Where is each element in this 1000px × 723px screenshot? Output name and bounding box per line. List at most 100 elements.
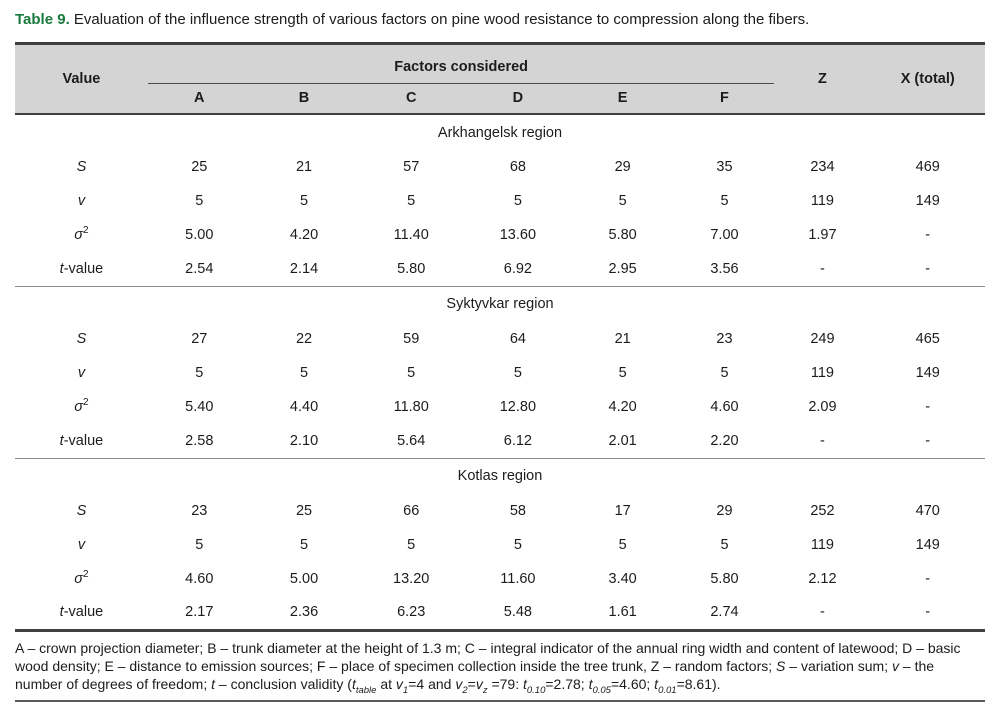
table-row: σ2 5.40 4.40 11.80 12.80 4.20 4.60 2.09 - (15, 390, 985, 424)
value-cell: 29 (614, 159, 631, 175)
value-cell: 5.80 (357, 252, 466, 287)
value-cell: 27 (191, 331, 208, 347)
value-cell: 21 (295, 159, 313, 175)
value-cell: 5.80 (608, 227, 637, 243)
col-header-factor-a: A (147, 83, 251, 115)
value-cell: - (925, 571, 931, 587)
table-caption-label: Table 9. (15, 11, 70, 28)
row-label: S (76, 159, 87, 175)
value-cell: 5 (195, 537, 204, 553)
table-row: v 5 5 5 5 5 5 119 149 (15, 356, 985, 390)
table-row: t-value 2.54 2.14 5.80 6.92 2.95 3.56- - (15, 252, 985, 287)
table-body: Arkhangelsk region S 25 21 57 68 29 35 234 469 v 5 5… (15, 114, 985, 632)
value-cell: 2.74 (674, 596, 775, 632)
value-cell: 57 (403, 159, 420, 175)
value-cell: 1.61 (570, 596, 675, 632)
value-cell: 11.40 (393, 227, 429, 243)
value-cell: 4.60 (710, 399, 739, 415)
value-cell: 25 (191, 159, 208, 175)
value-cell: 5 (513, 537, 522, 553)
region-row: Syktyvkar region (15, 286, 985, 322)
value-cell: - (925, 227, 931, 243)
value-cell: 23 (716, 331, 733, 347)
value-cell: 5.64 (357, 424, 466, 459)
value-cell: 5 (513, 365, 522, 381)
row-label: t-value (15, 424, 148, 459)
value-cell: 149 (915, 193, 940, 209)
value-cell: 470 (915, 503, 940, 519)
value-cell: 5 (513, 193, 522, 209)
region-row: Arkhangelsk region (15, 114, 985, 150)
value-cell: 22 (295, 331, 313, 347)
value-cell: 5 (720, 537, 729, 553)
value-cell: - (925, 399, 931, 415)
value-cell: 21 (614, 331, 631, 347)
value-cell: 13.60 (499, 227, 537, 243)
table-row: S 27 22 59 64 21 23 249 465 (15, 322, 985, 356)
value-cell: 5.00 (185, 227, 214, 243)
row-label: σ2 (74, 569, 89, 587)
col-header-factor-b: B (250, 83, 358, 115)
value-cell: 2.58 (147, 424, 251, 459)
col-header-value: Value (15, 43, 148, 115)
table-row: t-value 2.58 2.10 5.64 6.12 2.01 2.20- - (15, 424, 985, 459)
value-cell: 7.00 (710, 227, 739, 243)
table-row: σ2 4.60 5.00 13.20 11.60 3.40 5.80 2.12 - (15, 562, 985, 596)
value-cell: 4.40 (289, 399, 319, 415)
value-cell: 3.56 (674, 252, 775, 287)
value-cell: 119 (810, 537, 834, 553)
value-cell: 249 (810, 331, 835, 347)
value-cell: 6.23 (357, 596, 466, 632)
value-cell: 29 (716, 503, 733, 519)
value-cell: 3.40 (608, 571, 637, 587)
value-cell: 5.00 (289, 571, 319, 587)
value-cell: 5 (407, 537, 416, 553)
value-cell: 2.14 (250, 252, 358, 287)
value-cell: 5 (407, 365, 416, 381)
value-cell: - (870, 252, 985, 287)
bottom-rule (15, 699, 985, 702)
value-cell: 4.60 (185, 571, 214, 587)
value-cell: 5.48 (465, 596, 571, 632)
value-cell: 2.09 (808, 399, 837, 415)
value-cell: 11.60 (500, 571, 536, 587)
value-cell: 5 (618, 365, 627, 381)
value-cell: 11.80 (393, 399, 429, 415)
value-cell: - (870, 596, 985, 632)
table-caption-text: Evaluation of the influence strength of … (69, 11, 810, 28)
value-cell: 119 (810, 193, 834, 209)
region-title: Syktyvkar region (446, 296, 554, 313)
value-cell: 4.20 (608, 399, 637, 415)
value-cell: 4.20 (289, 227, 319, 243)
value-cell: 68 (509, 159, 526, 175)
value-cell: 12.80 (499, 399, 537, 415)
value-cell: 252 (810, 503, 835, 519)
value-cell: 149 (915, 365, 940, 381)
table-row: v 5 5 5 5 5 5 119 149 (15, 184, 985, 218)
value-cell: 234 (810, 159, 835, 175)
value-cell: 2.10 (250, 424, 358, 459)
region-title: Kotlas region (457, 468, 543, 485)
document-page: Table 9. Evaluation of the influence str… (15, 11, 985, 702)
value-cell: 5 (407, 193, 416, 209)
value-cell: 2.54 (147, 252, 251, 287)
value-cell: 66 (403, 503, 420, 519)
value-cell: 2.01 (570, 424, 675, 459)
value-cell: 13.20 (393, 571, 430, 587)
value-cell: 2.12 (808, 571, 837, 587)
table-row: S 23 25 66 58 17 29 252 470 (15, 494, 985, 528)
table-footnote: A – crown projection diameter; B – trunk… (15, 639, 961, 697)
col-header-factor-d: D (465, 83, 571, 115)
value-cell: 5 (720, 193, 729, 209)
value-cell: 5.80 (710, 571, 739, 587)
col-header-factor-e: E (570, 83, 675, 115)
value-cell: 58 (509, 503, 526, 519)
region-row: Kotlas region (15, 458, 985, 494)
value-cell: 5 (195, 193, 204, 209)
value-cell: - (870, 424, 985, 459)
value-cell: 35 (716, 159, 733, 175)
value-cell: 2.20 (674, 424, 775, 459)
value-cell: 25 (295, 503, 313, 519)
col-header-factor-f: F (674, 83, 775, 115)
